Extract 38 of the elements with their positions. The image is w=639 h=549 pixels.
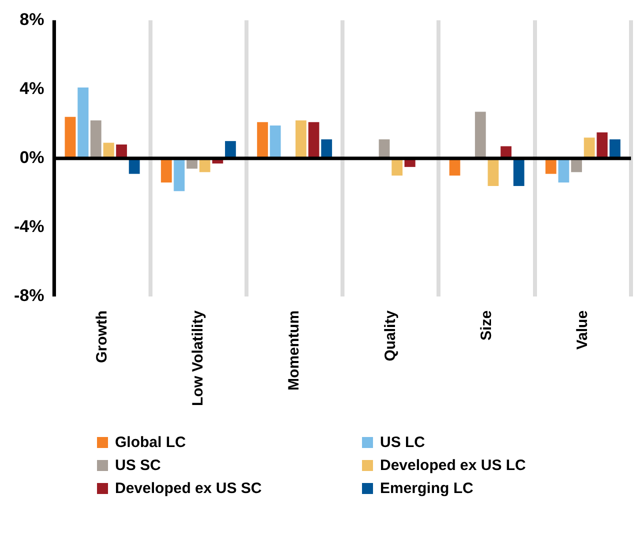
legend-label: Global LC: [115, 434, 186, 451]
bar: [296, 120, 306, 158]
y-tick-label: 4%: [20, 78, 44, 98]
x-tick-label: Low Volatility: [190, 310, 207, 406]
bar: [64, 116, 76, 158]
legend-label: Developed ex US SC: [115, 480, 262, 497]
bar: [321, 139, 332, 158]
bar: [90, 120, 102, 158]
bar: [225, 141, 236, 158]
bar: [78, 88, 89, 158]
legend-label: US LC: [380, 434, 425, 451]
y-tick-label: -8%: [14, 286, 44, 306]
bar: [474, 112, 486, 158]
legend-label: Developed ex US LC: [380, 457, 526, 474]
y-tick-label: 0%: [20, 148, 44, 168]
x-tick-label: Momentum: [286, 310, 303, 390]
bar: [392, 158, 403, 176]
bar: [308, 122, 320, 158]
bar: [545, 158, 556, 174]
y-tick-label: 8%: [20, 10, 44, 29]
bar: [558, 158, 570, 182]
x-tick-label: Quality: [382, 310, 399, 362]
x-tick-label: Growth: [93, 310, 110, 363]
x-tick-label: Size: [478, 310, 495, 340]
x-tick-label: Value: [574, 310, 592, 350]
bar: [596, 132, 608, 158]
y-tick-label: -4%: [14, 217, 44, 236]
legend-label: US SC: [115, 457, 161, 474]
bar: [488, 158, 499, 186]
bar: [128, 158, 140, 174]
bar: [174, 158, 185, 192]
bar: [610, 139, 620, 158]
legend-label: Emerging LC: [380, 480, 474, 497]
bar: [584, 138, 595, 158]
bar: [257, 122, 268, 158]
bar: [270, 126, 281, 158]
bar: [160, 158, 172, 182]
bar: [513, 158, 524, 186]
